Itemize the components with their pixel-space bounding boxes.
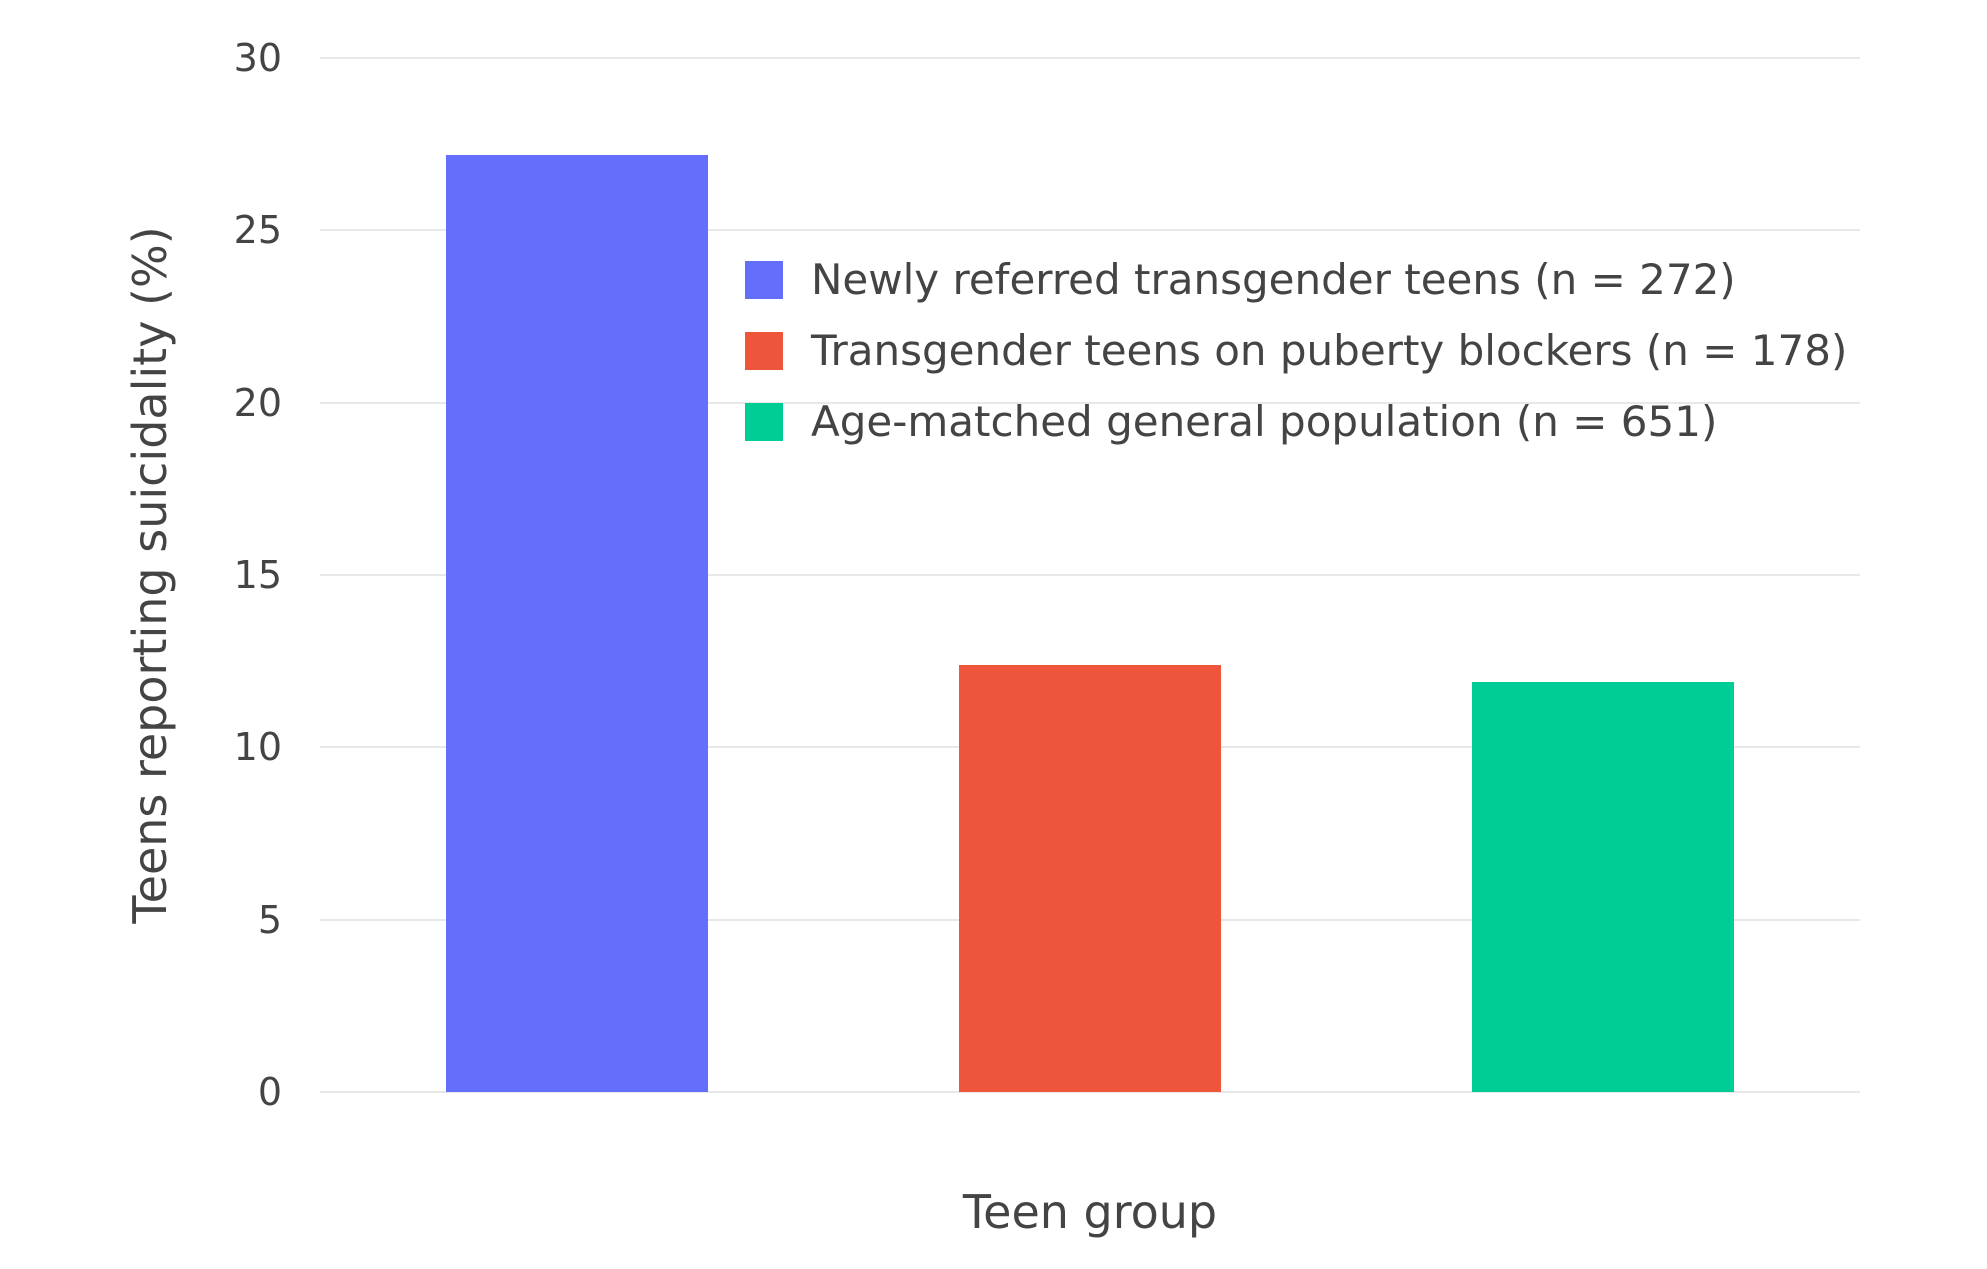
plot-area	[320, 57, 1860, 1093]
y-tick-label-25: 25	[233, 208, 282, 253]
legend-label: Age-matched general population (n = 651)	[811, 397, 1718, 446]
legend-item-3[interactable]: Age-matched general population (n = 651)	[745, 397, 1847, 446]
bar-2	[959, 664, 1221, 1092]
y-tick-label-20: 20	[233, 380, 282, 425]
gridline-y-20	[320, 401, 1860, 404]
y-tick-label-10: 10	[233, 725, 282, 770]
legend-item-2[interactable]: Transgender teens on puberty blockers (n…	[745, 326, 1847, 375]
legend-swatch-icon	[745, 260, 783, 299]
bar-1	[445, 154, 708, 1092]
gridline-y-15	[320, 574, 1860, 576]
legend-item-1[interactable]: Newly referred transgender teens (n = 27…	[745, 255, 1847, 304]
y-tick-label-15: 15	[233, 553, 282, 597]
legend-swatch-icon	[745, 402, 783, 441]
gridline-y-30	[320, 57, 1860, 59]
gridline-y-25	[320, 229, 1860, 232]
legend-label: Newly referred transgender teens (n = 27…	[811, 255, 1736, 304]
y-axis-tick-labels: 0 5 10 15 20 25 30	[0, 39, 300, 1111]
y-tick-label-5: 5	[257, 897, 282, 942]
y-tick-label-0: 0	[257, 1070, 282, 1114]
y-tick-label-30: 30	[233, 36, 282, 80]
x-axis-title: Teen group	[962, 1185, 1218, 1239]
bar-3	[1472, 681, 1735, 1092]
legend: Newly referred transgender teens (n = 27…	[745, 255, 1847, 468]
legend-label: Transgender teens on puberty blockers (n…	[811, 326, 1848, 375]
gridline-y-0	[320, 1091, 1860, 1093]
legend-swatch-icon	[745, 331, 783, 370]
